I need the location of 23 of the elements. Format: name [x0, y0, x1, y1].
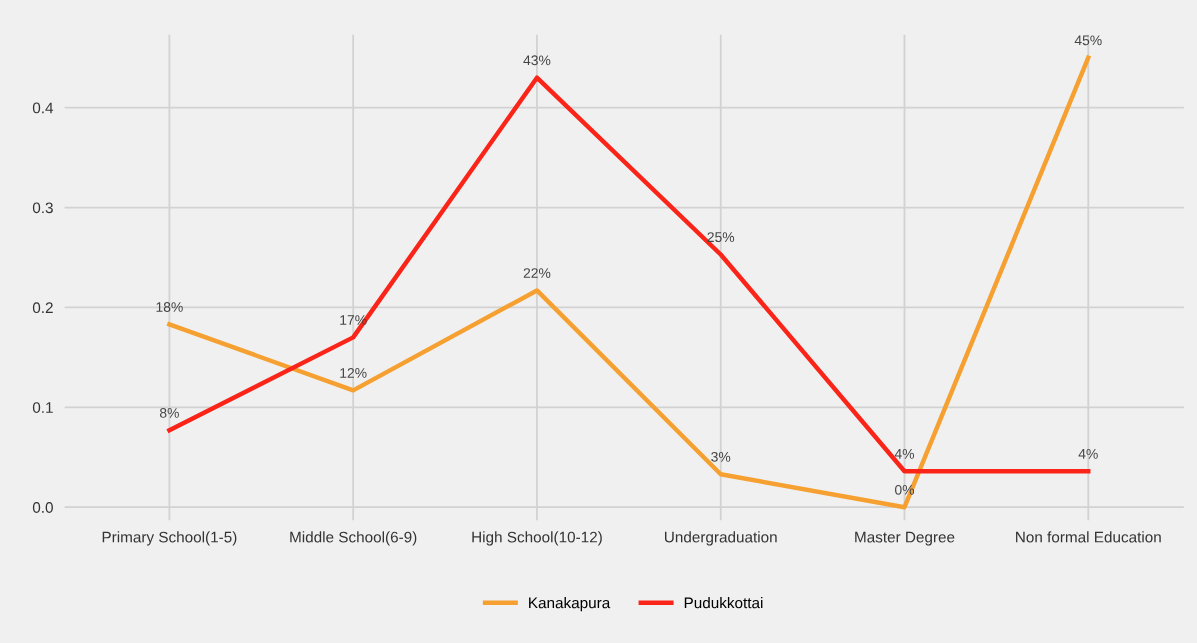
data-label: 4% [894, 449, 915, 459]
y-tick-label: 0.3 [32, 202, 53, 214]
data-label: 3% [711, 451, 731, 462]
y-tick-label: 0.4 [32, 102, 54, 114]
x-tick-label: High School(10-12) [472, 531, 602, 546]
data-label: 8% [159, 407, 179, 418]
x-tick-label: Middle School(6-9) [290, 531, 417, 546]
data-label: 25% [707, 232, 735, 243]
data-label: 12% [340, 368, 367, 378]
x-tick-label: Primary School(1-5) [102, 531, 237, 546]
data-label: 43% [523, 55, 551, 66]
legend-label: Kanakapura [529, 597, 611, 612]
data-label: 4% [1078, 449, 1098, 459]
data-label: 18% [156, 302, 183, 312]
x-tick-label: Undergraduation [664, 531, 777, 546]
y-tick-label: 0.2 [32, 302, 53, 314]
data-label: 22% [523, 268, 551, 278]
y-tick-label: 0.1 [32, 402, 53, 413]
legend-label: Pudukkottai [684, 597, 763, 609]
x-tick-label: Non formal Education [1016, 531, 1161, 543]
x-tick-label: Master Degree [855, 531, 955, 546]
data-label: 45% [1074, 35, 1102, 46]
y-tick-label: 0.0 [32, 502, 53, 513]
